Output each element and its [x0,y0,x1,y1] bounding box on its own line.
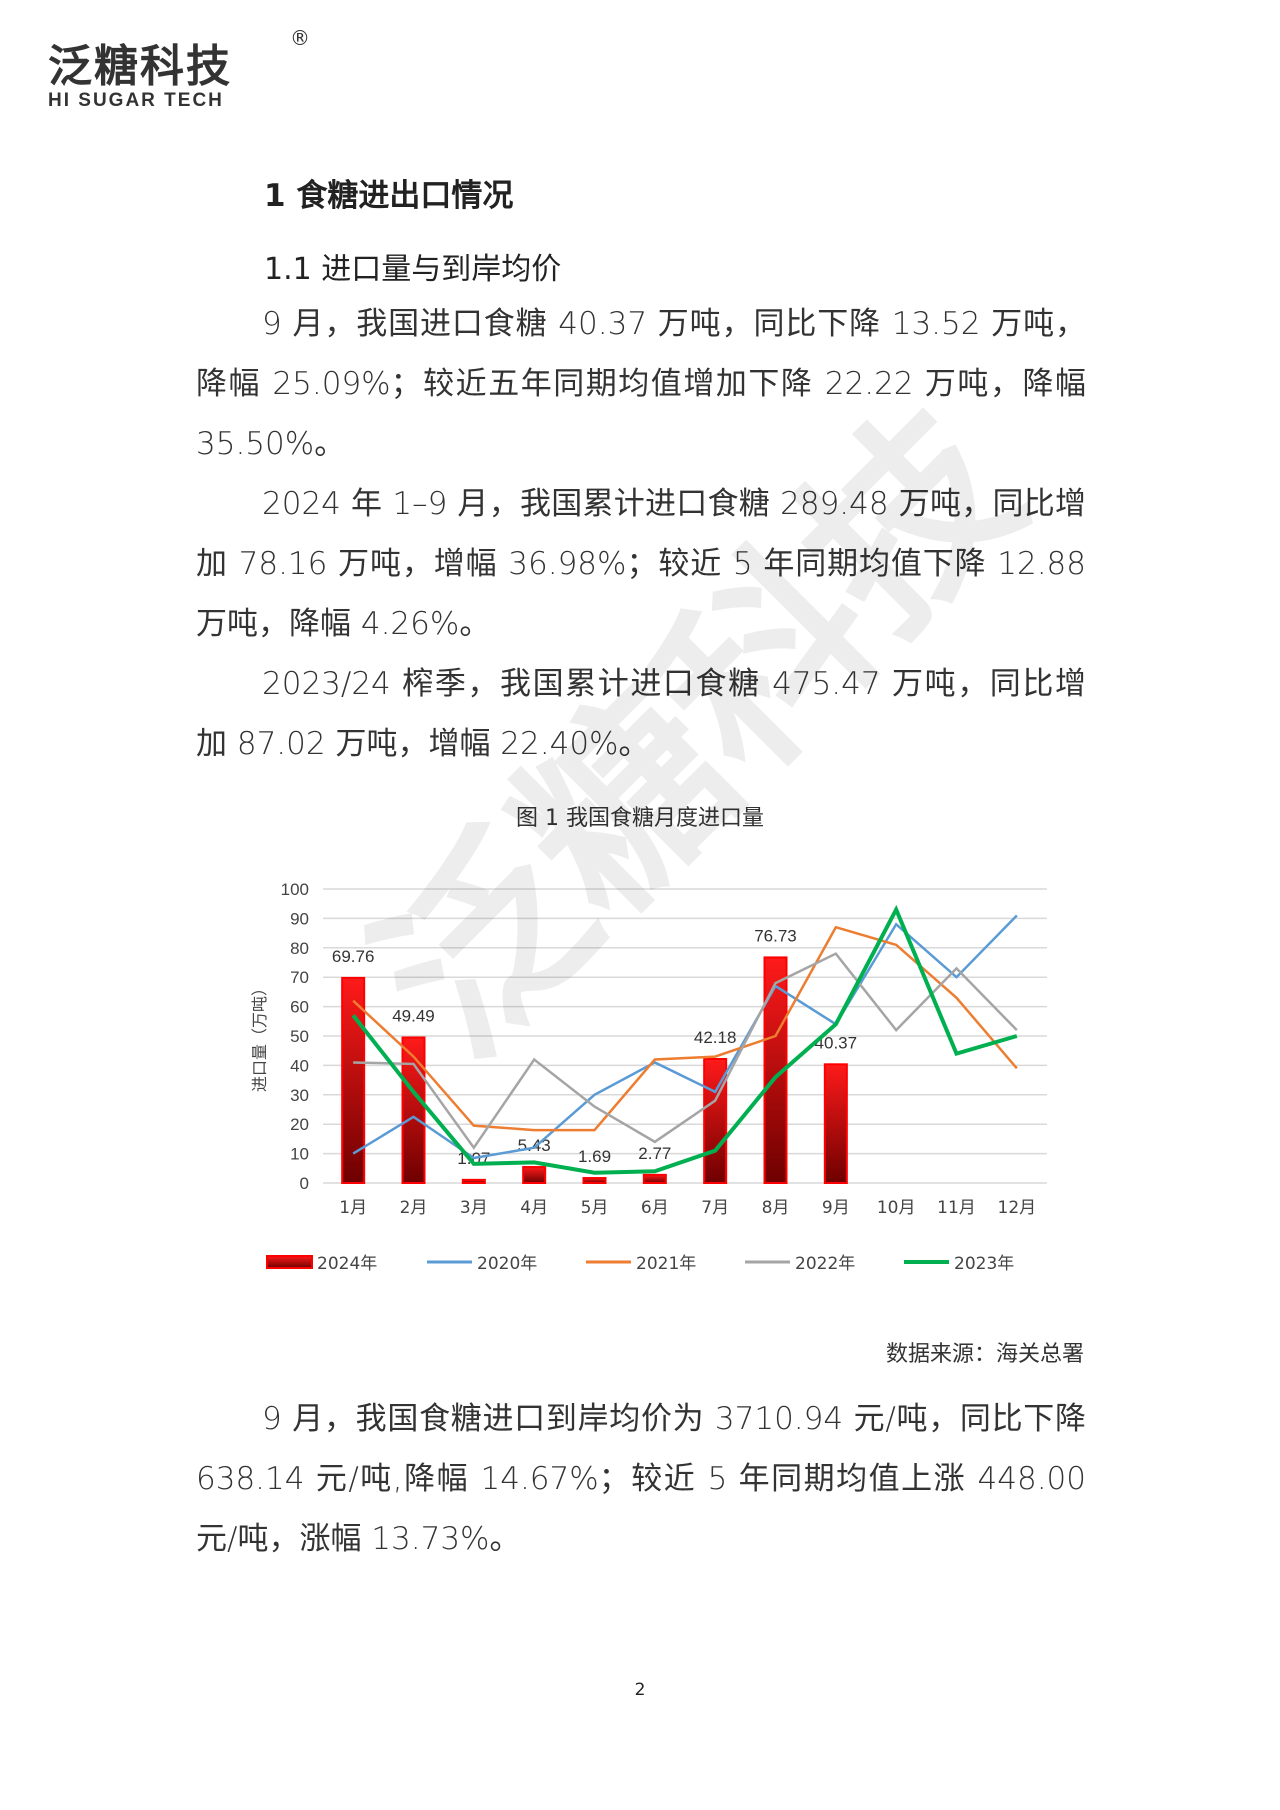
bar-2024 [763,956,788,1185]
logo-en: HI SUGAR TECH [48,90,224,111]
bar-2024 [341,976,366,1184]
line-2021年 [352,925,1018,1132]
bar-2024 [401,1036,426,1184]
registered-mark: ® [290,26,310,50]
bar-2024 [461,1178,486,1185]
logo-cn: 泛糖科技 [48,41,232,92]
figure-title: 图 1 我国食糖月度进口量 [516,806,764,831]
legend-label: 2021年 [636,1254,696,1274]
legend-label: 2022年 [795,1254,855,1274]
legend-label: 2023年 [954,1254,1014,1274]
y-tick-label: 0 [300,1174,309,1193]
x-tick-label: 11月 [937,1198,976,1218]
paragraph-3: 2023/24 榨季，我国累计进口食糖 475.47 万吨，同比增加 87.02… [196,666,1086,762]
line-2023年 [351,904,1018,1175]
x-tick-label: 12月 [998,1198,1037,1218]
data-label: 69.76 [332,947,375,966]
x-tick-label: 10月 [877,1198,916,1218]
data-label: 42.18 [694,1028,737,1047]
y-tick-label: 40 [290,1056,309,1075]
y-tick-label: 100 [281,880,309,899]
x-tick-label: 3月 [460,1198,488,1218]
x-tick-label: 8月 [762,1198,790,1218]
section-heading: 1 食糖进出口情况 [264,178,514,214]
data-label: 76.73 [754,926,797,945]
data-label: 49.49 [392,1006,435,1025]
y-tick-label: 80 [290,939,309,958]
x-tick-label: 4月 [520,1198,548,1218]
y-tick-label: 30 [290,1086,309,1105]
legend-label: 2024年 [317,1254,377,1274]
logo: 泛糖科技 ® HI SUGAR TECH [48,26,310,112]
x-tick-label: 5月 [581,1198,609,1218]
paragraph-4: 9 月，我国食糖进口到岸均价为 3710.94 元/吨，同比下降 638.14 … [196,1401,1086,1557]
legend-label: 2020年 [477,1254,537,1274]
line-2022年 [353,952,1018,1150]
y-tick-label: 70 [290,968,309,987]
data-label: 2.77 [638,1144,671,1163]
bar-2024 [642,1173,667,1185]
paragraph-2: 2024 年 1–9 月，我国累计进口食糖 289.48 万吨，同比增加 78.… [196,486,1086,642]
x-tick-label: 6月 [641,1198,669,1218]
page-number: 2 [634,1680,646,1700]
subsection-heading: 1.1 进口量与到岸均价 [264,252,562,287]
data-label: 40.37 [815,1033,858,1052]
data-source: 数据来源：海关总署 [885,1342,1084,1367]
legend-swatch [266,1255,313,1269]
bar-2024 [582,1177,607,1184]
x-tick-label: 1月 [339,1198,367,1218]
bar-2024 [522,1166,547,1184]
data-label: 1.69 [578,1147,611,1166]
y-tick-label: 90 [290,909,309,928]
paragraph-1: 9 月，我国进口食糖 40.37 万吨，同比下降 13.52 万吨，降幅 25.… [196,306,1086,462]
y-tick-label: 20 [290,1115,309,1134]
x-tick-label: 2月 [400,1198,428,1218]
x-tick-label: 9月 [822,1198,850,1218]
y-tick-label: 50 [290,1027,309,1046]
y-axis-label: 进口量（万吨） [250,980,269,1092]
y-tick-label: 60 [290,998,309,1017]
bar-2024 [823,1063,848,1185]
y-tick-label: 10 [290,1145,309,1164]
x-tick-label: 7月 [701,1198,729,1218]
